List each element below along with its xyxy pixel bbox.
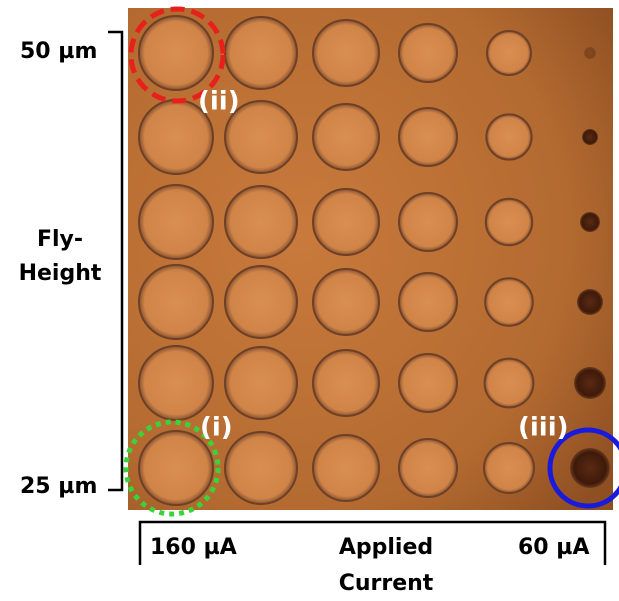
y-bracket: [108, 32, 122, 490]
dot: [225, 17, 297, 89]
dot: [225, 432, 297, 504]
dot: [399, 108, 457, 166]
dot: [584, 47, 596, 59]
dot: [399, 24, 457, 82]
dot: [225, 266, 297, 338]
dot: [313, 104, 379, 170]
dot: [313, 189, 379, 255]
dot: [225, 186, 297, 258]
dot: [399, 273, 457, 331]
dot: [139, 346, 213, 420]
marker-label: (ii): [198, 87, 240, 117]
dot: [485, 278, 533, 326]
dot: [486, 199, 532, 245]
dot: [313, 269, 379, 335]
dot: [313, 20, 379, 86]
x-axis-label: Current: [339, 571, 434, 596]
dot: [574, 367, 606, 399]
dot: [485, 359, 534, 408]
x-left-label: 160 µA: [150, 535, 237, 560]
y-top-label: 50 µm: [20, 39, 97, 64]
dot: [139, 265, 213, 339]
dot: [487, 31, 531, 75]
dot: [580, 212, 600, 232]
figure: (ii) (i) (iii) 50 µm Fly- Height 25 µm 1…: [0, 0, 619, 601]
dot: [313, 435, 379, 501]
marker-label: (i): [200, 413, 233, 443]
dot: [577, 289, 603, 315]
x-right-label: 60 µA: [518, 535, 590, 560]
y-bottom-label: 25 µm: [20, 474, 97, 499]
marker-label: (iii): [518, 413, 569, 443]
dot: [486, 114, 531, 159]
y-axis-label: Fly-: [37, 227, 83, 252]
dot: [139, 185, 213, 259]
dot: [399, 354, 457, 412]
dot: [399, 439, 457, 497]
x-axis-label: Applied: [339, 535, 433, 560]
dot: [570, 448, 610, 488]
dot: [582, 129, 598, 145]
dot: [399, 193, 457, 251]
dot: [484, 443, 534, 493]
y-axis-label: Height: [19, 261, 102, 286]
dot: [139, 16, 213, 90]
dot: [313, 350, 379, 416]
dot: [225, 347, 297, 419]
